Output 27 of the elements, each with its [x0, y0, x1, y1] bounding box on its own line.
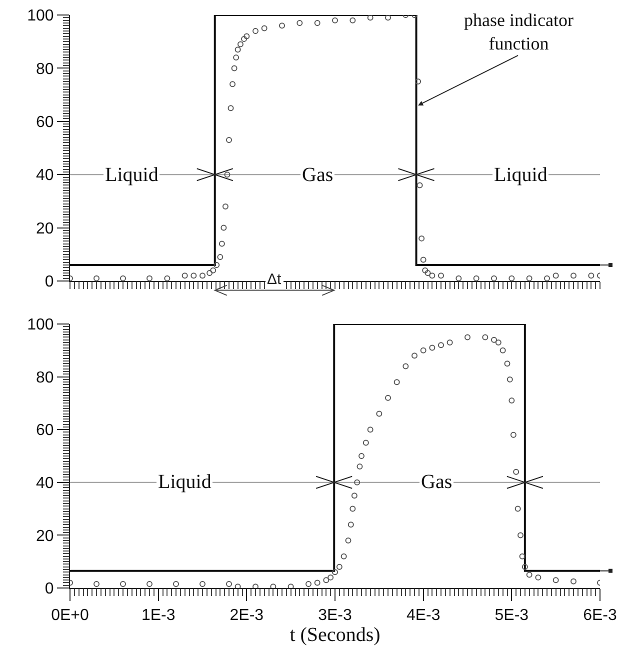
y-tick-label: 100	[27, 8, 54, 25]
y-tick-label: 0	[44, 274, 54, 291]
annotation: Gas	[302, 164, 334, 186]
y-tick-label: 80	[36, 369, 54, 386]
x-tick-label: 4E-3	[406, 607, 440, 624]
y-tick-label: 60	[36, 422, 54, 440]
annotation: phase indicator function	[464, 10, 574, 54]
annotation: Liquid	[158, 471, 212, 493]
x-tick-label: 3E-3	[318, 607, 352, 624]
x-tick-label: 6E-3	[583, 607, 617, 624]
y-tick-label: 40	[36, 167, 54, 184]
annotation: Δt	[267, 271, 282, 288]
x-tick-label: 5E-3	[494, 607, 529, 624]
x-tick-label: 0E+0	[51, 607, 90, 624]
y-tick-label: 80	[36, 60, 54, 78]
annotation: Liquid	[105, 164, 158, 186]
y-tick-label: 40	[36, 475, 54, 492]
x-tick-label: 1E-3	[141, 607, 176, 624]
x-tick-label: 2E-3	[230, 607, 264, 624]
annotation: Gas	[421, 471, 452, 493]
annotation: Liquid	[494, 164, 548, 186]
y-tick-label: 20	[36, 220, 54, 238]
y-tick-label: 20	[36, 528, 54, 545]
y-tick-label: 60	[36, 114, 54, 131]
y-tick-label: 0	[44, 580, 54, 598]
x-axis-title: t (Seconds)	[290, 624, 380, 646]
y-tick-label: 100	[27, 316, 54, 334]
